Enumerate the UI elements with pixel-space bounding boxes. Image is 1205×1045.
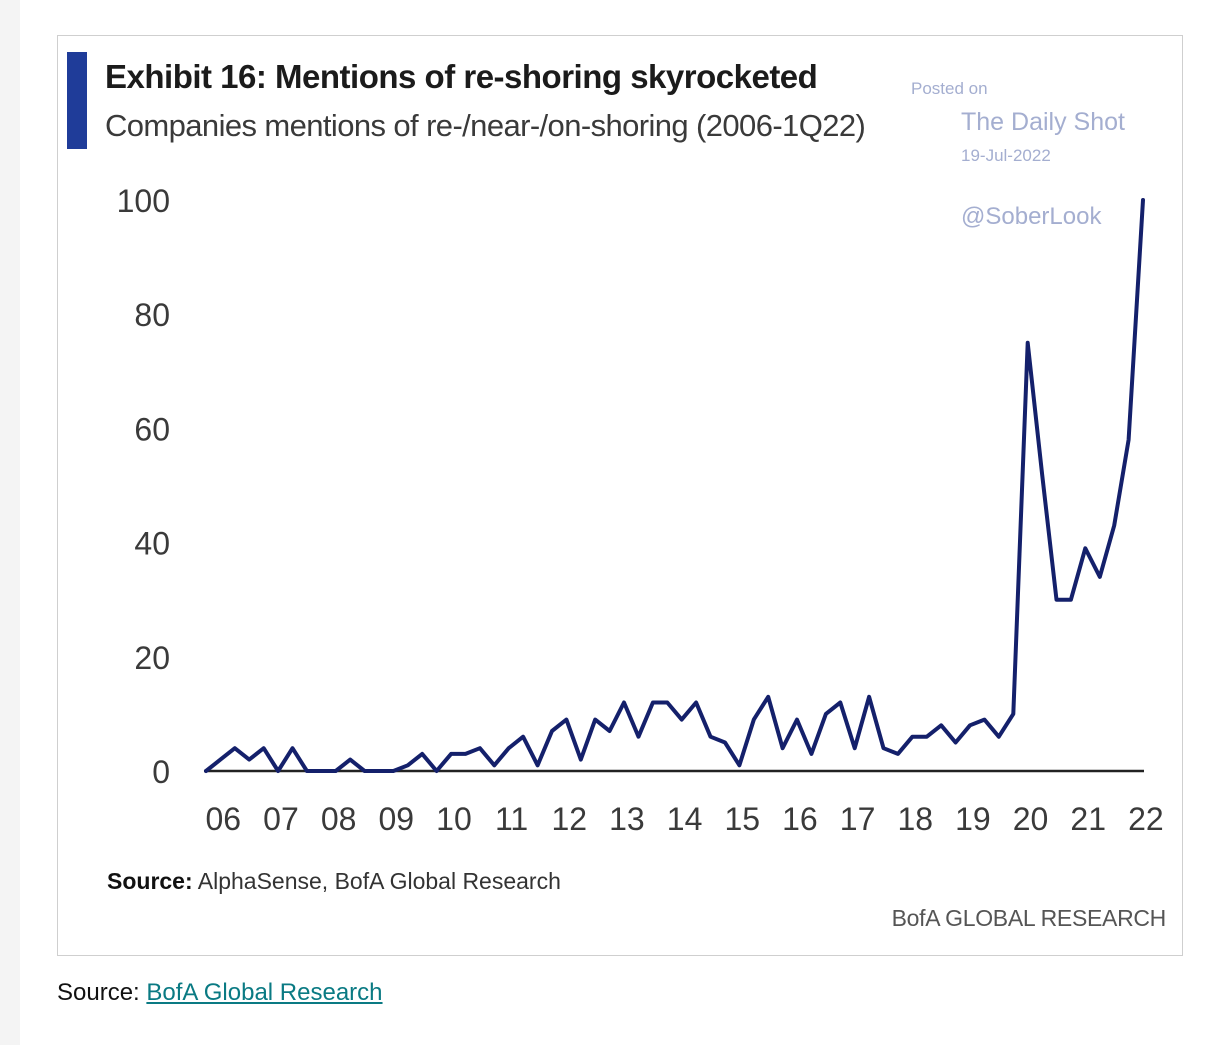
x-tick-label: 13 bbox=[609, 801, 645, 837]
page-source-label: Source: bbox=[57, 979, 140, 1006]
y-tick-label: 20 bbox=[134, 640, 170, 676]
page-source-link[interactable]: BofA Global Research bbox=[146, 979, 383, 1006]
x-tick-label: 18 bbox=[897, 801, 933, 837]
x-tick-label: 14 bbox=[667, 801, 703, 837]
page-left-strip bbox=[0, 0, 20, 1045]
x-tick-label: 17 bbox=[840, 801, 876, 837]
x-tick-label: 19 bbox=[955, 801, 991, 837]
watermark-posted-on: Posted on bbox=[911, 79, 988, 98]
x-tick-label: 08 bbox=[321, 801, 357, 837]
x-tick-label: 10 bbox=[436, 801, 472, 837]
page-source: Source: BofA Global Research bbox=[57, 979, 383, 1007]
chart-source-text: AlphaSense, BofA Global Research bbox=[197, 868, 561, 894]
x-tick-label: 09 bbox=[378, 801, 414, 837]
y-axis-ticks: 0 20 40 60 80 100 bbox=[117, 183, 170, 790]
series-line bbox=[204, 198, 1145, 773]
y-tick-label: 0 bbox=[152, 754, 170, 790]
y-tick-label: 40 bbox=[134, 526, 170, 562]
y-tick-label: 100 bbox=[117, 183, 170, 219]
x-tick-label: 12 bbox=[551, 801, 587, 837]
line-chart: 0 20 40 60 80 100 06 07 08 09 10 11 12 13 14 15 16 17 18 1… bbox=[117, 183, 1164, 837]
y-tick-label: 80 bbox=[134, 297, 170, 333]
x-tick-label: 15 bbox=[724, 801, 760, 837]
x-tick-label: 21 bbox=[1070, 801, 1106, 837]
watermark-date: 19-Jul-2022 bbox=[961, 146, 1051, 165]
chart-title: Exhibit 16: Mentions of re-shoring skyro… bbox=[105, 58, 818, 95]
chart-source-label: Source: bbox=[107, 868, 193, 894]
x-tick-label: 20 bbox=[1013, 801, 1049, 837]
chart-subtitle: Companies mentions of re-/near-/on-shori… bbox=[105, 108, 866, 143]
y-tick-label: 60 bbox=[134, 411, 170, 447]
x-tick-label: 11 bbox=[495, 801, 528, 837]
x-tick-label: 07 bbox=[263, 801, 299, 837]
watermark-name: The Daily Shot bbox=[961, 108, 1125, 136]
watermark-handle: @SoberLook bbox=[961, 203, 1102, 230]
title-accent-bar bbox=[67, 52, 87, 149]
x-tick-label: 16 bbox=[782, 801, 818, 837]
x-tick-label: 06 bbox=[206, 801, 242, 837]
chart-source-note: Source: AlphaSense, BofA Global Research bbox=[107, 868, 561, 895]
x-tick-label: 22 bbox=[1128, 801, 1164, 837]
exhibit-frame: Exhibit 16: Mentions of re-shoring skyro… bbox=[57, 35, 1183, 956]
x-axis-ticks: 06 07 08 09 10 11 12 13 14 15 16 17 18 19 20 21 22 bbox=[206, 801, 1164, 837]
footer-brand: BofA GLOBAL RESEARCH bbox=[891, 905, 1167, 931]
